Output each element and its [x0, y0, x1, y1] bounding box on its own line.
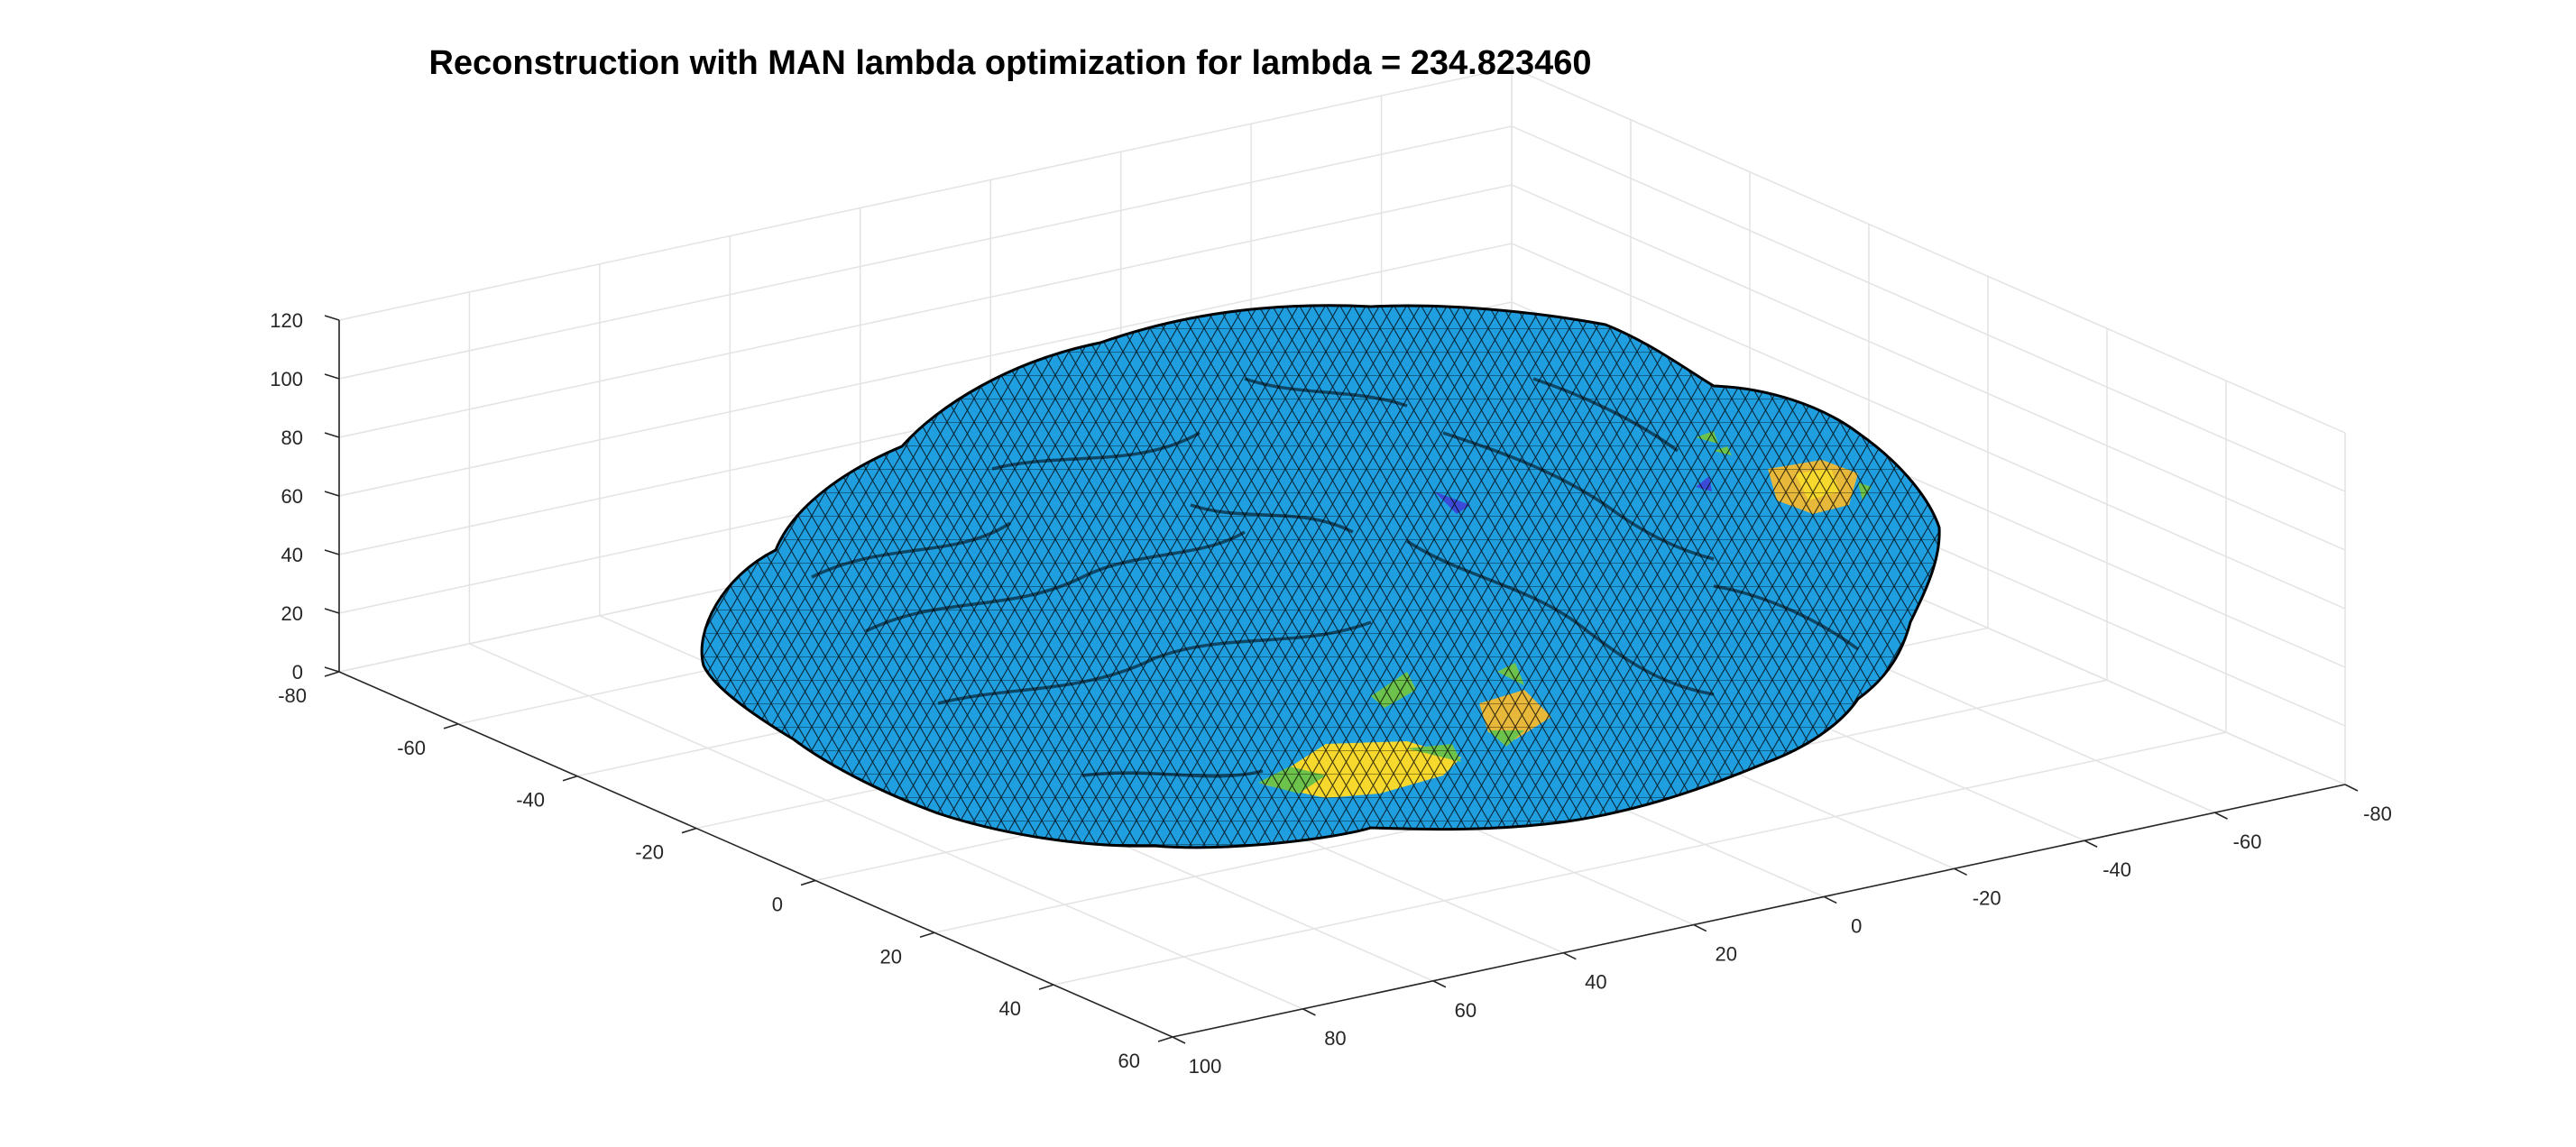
- x-tick: [2344, 784, 2359, 792]
- y-tick: [800, 879, 816, 886]
- x-tick-label: 80: [1324, 1027, 1346, 1050]
- grid-line: [338, 125, 2346, 492]
- z-tick-label: 60: [281, 485, 303, 508]
- brain-surface: [700, 304, 1941, 849]
- z-tick-label: 120: [270, 309, 303, 332]
- sulcus-line: [865, 530, 1246, 633]
- triangle-mesh: [702, 305, 1940, 848]
- sulcus-line: [991, 431, 1201, 471]
- x-tick-label: 0: [1851, 914, 1862, 937]
- y-tick: [324, 671, 340, 677]
- x-tick-label: 60: [1455, 999, 1477, 1022]
- x-tick-label: -40: [2102, 858, 2131, 881]
- grid-line: [338, 184, 2346, 551]
- sulcus-line: [1442, 431, 1715, 561]
- grid-line: [1053, 731, 2227, 986]
- x-axis-line: [1172, 784, 2346, 1038]
- y-tick-label: -40: [516, 789, 545, 812]
- x-tick: [1562, 951, 1577, 960]
- plot-title: Reconstruction with MAN lambda optimizat…: [428, 44, 1591, 82]
- tick-labels: 100 80 60 40 20 0 -20 -40 -60 -80 60 40 20 0 -20 -40 -60…: [270, 309, 2392, 1078]
- z-tick-label: 20: [281, 602, 303, 625]
- x-tick: [2214, 812, 2228, 820]
- grid-line: [338, 243, 2346, 610]
- y-tick: [443, 723, 459, 729]
- z-tick-label: 80: [281, 427, 303, 449]
- x-tick-label: -80: [2363, 803, 2392, 825]
- y-axis-line: [338, 671, 1173, 1038]
- sulcus-line: [811, 521, 1011, 579]
- z-tick: [324, 315, 340, 321]
- z-tick: [324, 432, 340, 438]
- axis-lines: [324, 315, 2359, 1044]
- y-tick-label: 0: [772, 893, 783, 915]
- z-tick: [324, 608, 340, 614]
- y-tick-label: -20: [635, 841, 664, 864]
- x-tick: [2084, 840, 2098, 848]
- z-tick: [324, 373, 340, 380]
- x-tick-label: -20: [1973, 886, 2001, 909]
- sulcus-line: [1713, 584, 1860, 651]
- sulcus-line: [1081, 769, 1264, 778]
- y-tick-label: 20: [880, 945, 902, 968]
- y-tick: [919, 931, 935, 939]
- x-tick-label: -60: [2233, 830, 2262, 853]
- z-tick: [324, 666, 340, 673]
- grid-line: [338, 67, 2346, 434]
- y-tick: [562, 775, 578, 782]
- z-tick-label: 100: [270, 368, 303, 390]
- x-tick: [1823, 895, 1837, 904]
- sulcus-line: [1532, 377, 1679, 453]
- grid-line: [338, 301, 2346, 668]
- z-tick-label: 0: [292, 661, 303, 684]
- x-tick-label: 40: [1585, 971, 1606, 994]
- x-tick: [1954, 867, 1968, 876]
- x-tick-label: 20: [1716, 943, 1737, 966]
- z-tick-label: 40: [281, 544, 303, 566]
- x-tick: [1172, 1036, 1186, 1044]
- x-tick-label: 100: [1189, 1055, 1222, 1078]
- y-tick-label: -60: [397, 737, 426, 759]
- x-tick: [1302, 1008, 1316, 1016]
- z-tick: [324, 549, 340, 555]
- grid-line: [469, 643, 1303, 1010]
- sulcus-line: [937, 620, 1372, 705]
- z-tick: [324, 491, 340, 497]
- y-tick: [681, 827, 697, 834]
- y-tick-label: 60: [1118, 1050, 1140, 1072]
- sulcus-line: [1406, 539, 1715, 696]
- y-tick-label: 40: [999, 997, 1021, 1020]
- x-tick: [1432, 980, 1447, 988]
- x-tick: [1693, 923, 1707, 932]
- y-tick-label: -80: [278, 684, 307, 707]
- sulcus-line: [1244, 377, 1408, 408]
- y-tick: [1038, 984, 1054, 990]
- sulcus-line: [1190, 503, 1354, 534]
- y-tick: [1157, 1036, 1173, 1042]
